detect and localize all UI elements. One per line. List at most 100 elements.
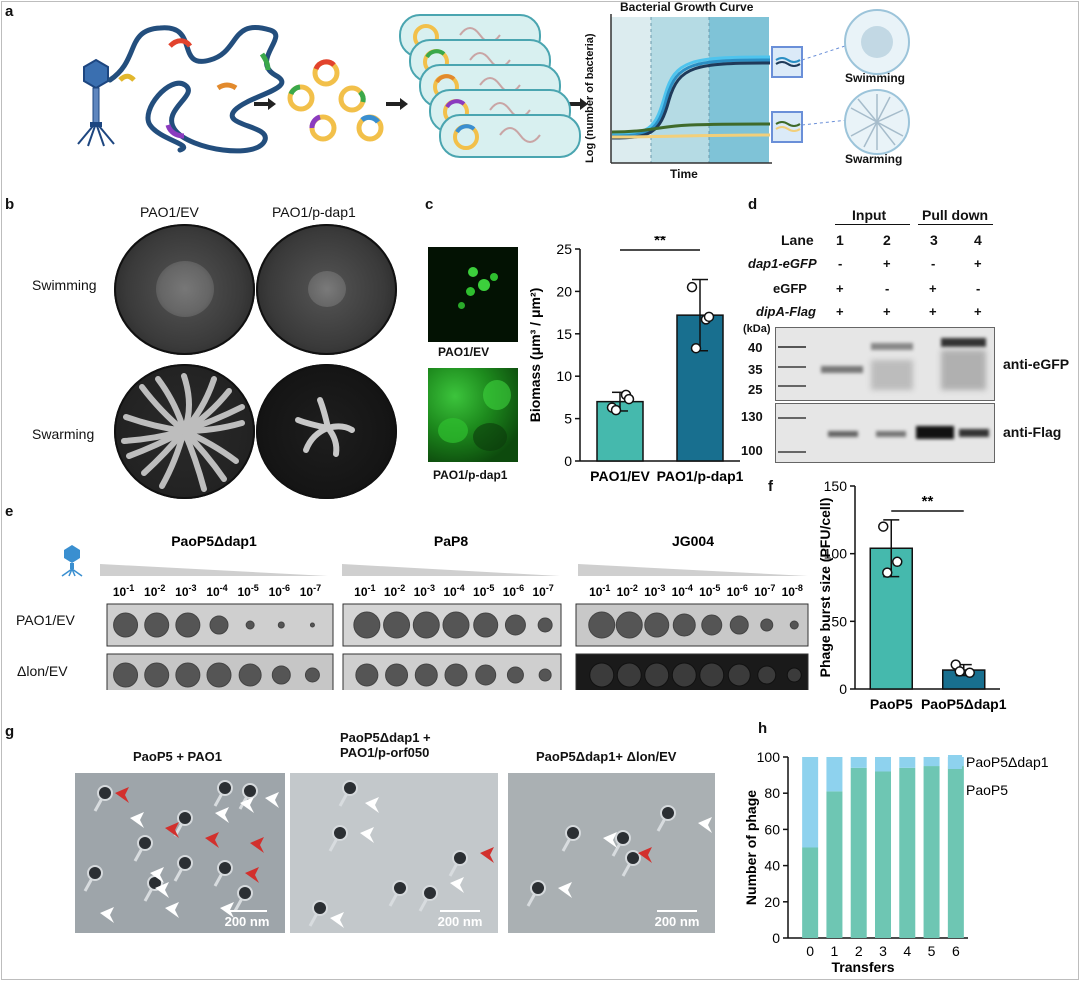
plaque-spot xyxy=(506,666,524,684)
marker-35: 35 xyxy=(748,362,763,377)
row-label-pao1ev: PAO1/EV xyxy=(16,612,75,628)
phage-particle xyxy=(217,860,233,876)
plaque-spot xyxy=(699,662,725,688)
data-point xyxy=(892,556,903,568)
white-arrow xyxy=(330,912,344,928)
marker-40: 40 xyxy=(748,340,763,355)
x-tick-label: PaoP5 xyxy=(870,696,913,712)
plaque-spot xyxy=(238,663,262,687)
panel-label-b: b xyxy=(5,196,15,213)
plaque-spot xyxy=(644,612,670,638)
white-arrow xyxy=(130,812,144,828)
x-axis-label: Transfers xyxy=(831,959,894,975)
y-tick-label: 80 xyxy=(764,785,780,801)
row0-lane3: - xyxy=(931,256,936,271)
white-arrow xyxy=(165,902,179,918)
dilution-label: 10-2 xyxy=(384,583,405,599)
plaque-spot xyxy=(355,663,379,687)
dilution-label: 10-1 xyxy=(354,583,375,599)
dilution-label: 10-6 xyxy=(269,583,290,599)
tem-image-3 xyxy=(508,773,715,933)
y-tick-label: 25 xyxy=(556,241,572,257)
plaque-spot xyxy=(616,662,642,688)
phage-particle xyxy=(342,780,358,796)
plaque-spot xyxy=(442,611,470,639)
phage-particle xyxy=(242,783,258,799)
data-point xyxy=(690,342,702,354)
legend-label: PaoP5 xyxy=(966,782,1008,798)
x-tick-label: PaoP5Δdap1 xyxy=(921,696,1007,712)
phage-particle xyxy=(660,805,676,821)
row0-lane1: - xyxy=(838,256,843,271)
plaque-spot xyxy=(209,615,229,635)
scale-bar-label: 200 nm xyxy=(438,914,483,929)
y-tick-label: 0 xyxy=(839,681,847,697)
plaque-spot xyxy=(175,662,201,688)
plaque-spot xyxy=(615,611,643,639)
red-arrow xyxy=(250,837,264,853)
stacked-bar-segment xyxy=(923,766,940,938)
x-tick-label: PAO1/EV xyxy=(590,468,650,484)
y-tick-label: 0 xyxy=(564,453,572,469)
growth-curve-title: Bacterial Growth Curve xyxy=(620,0,754,14)
plate-swarm-pdap1 xyxy=(256,364,397,499)
plaque-spot xyxy=(729,615,749,635)
stacked-bar-segment xyxy=(850,757,867,768)
marker-130: 130 xyxy=(741,409,763,424)
plaque-spot xyxy=(206,662,232,688)
y-tick-label: 15 xyxy=(556,326,572,342)
plaque-spot xyxy=(383,611,411,639)
phage-particle xyxy=(137,835,153,851)
data-point xyxy=(878,521,889,532)
data-point xyxy=(610,404,622,416)
plaque-spot xyxy=(701,614,723,636)
row-label-lonev: Δlon/EV xyxy=(17,663,68,679)
row0-lane4: + xyxy=(974,256,982,271)
marker-25: 25 xyxy=(748,382,763,397)
phage-particle xyxy=(217,780,233,796)
stacked-bar-segment xyxy=(875,771,891,938)
panel-label-c: c xyxy=(425,196,434,213)
y-tick-label: 10 xyxy=(556,368,572,384)
y-tick-label: 50 xyxy=(831,613,847,629)
competition-chart: 0 20 40 60 80 100 Number of phage Transfers 0 1 2 3… xyxy=(743,749,1049,975)
red-arrow xyxy=(480,847,494,863)
phage-particle xyxy=(565,825,581,841)
plaque-spot xyxy=(537,617,553,633)
phage-particle xyxy=(452,850,468,866)
y-axis-label: Phage burst size (PFU/cell) xyxy=(817,498,833,678)
y-tick-label: 100 xyxy=(824,546,848,562)
plaque-spot xyxy=(444,663,468,687)
phage-group-label: JG004 xyxy=(672,533,714,549)
data-point xyxy=(954,666,965,677)
y-tick-label: 40 xyxy=(764,858,780,874)
white-arrow xyxy=(698,817,712,833)
western-blot-flag xyxy=(775,403,995,463)
dilution-label: 10-3 xyxy=(175,583,196,599)
row1-lane2: - xyxy=(885,281,890,296)
x-tick-label: 1 xyxy=(831,943,839,959)
phage-small-icon xyxy=(61,545,83,577)
legend-swatch xyxy=(948,783,962,797)
dilution-label: 10-7 xyxy=(754,583,775,599)
dilution-label: 10-6 xyxy=(727,583,748,599)
y-axis-label: Biomass (μm³ / μm²) xyxy=(527,288,543,423)
dilution-label: 10-6 xyxy=(503,583,524,599)
legend-swatch xyxy=(948,755,962,769)
y-tick-label: 150 xyxy=(824,478,848,494)
plaque-spot xyxy=(144,662,170,688)
dilution-wedge xyxy=(342,564,560,576)
white-arrow xyxy=(150,867,164,883)
dilution-label: 10-4 xyxy=(672,583,693,599)
white-arrow xyxy=(365,797,379,813)
row0-lane2: + xyxy=(883,256,891,271)
dilution-label: 10-1 xyxy=(589,583,610,599)
dilution-label: 10-5 xyxy=(237,583,258,599)
red-arrow xyxy=(165,822,179,838)
plaque-spot xyxy=(473,612,499,638)
stacked-bar-segment xyxy=(899,757,916,768)
y-tick-label: 20 xyxy=(764,894,780,910)
phage-particle xyxy=(237,885,253,901)
data-point xyxy=(882,567,893,578)
significance-label: ** xyxy=(654,236,666,249)
